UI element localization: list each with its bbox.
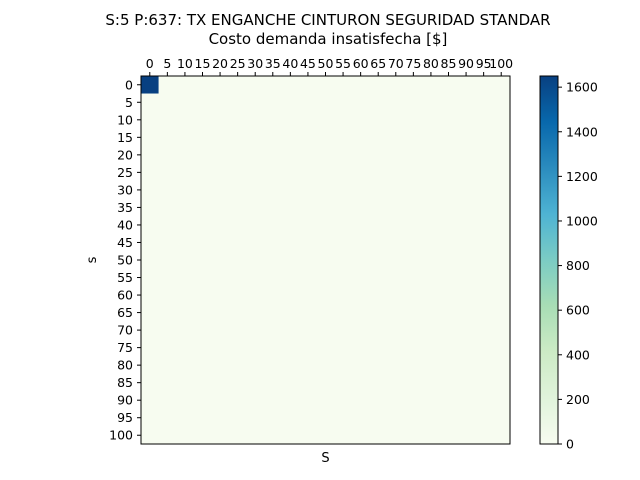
y-tick-label: 90 bbox=[117, 393, 133, 408]
x-tick-label: 65 bbox=[370, 56, 386, 71]
y-tick-label: 35 bbox=[117, 200, 133, 215]
x-tick-label: 70 bbox=[388, 56, 404, 71]
heatmap-cell bbox=[141, 76, 159, 94]
x-tick-label: 25 bbox=[230, 56, 246, 71]
y-tick-label: 45 bbox=[117, 235, 133, 250]
x-tick-label: 90 bbox=[458, 56, 474, 71]
heatmap-plot-area bbox=[140, 75, 511, 445]
x-tick-label: 85 bbox=[441, 56, 457, 71]
x-tick-label: 20 bbox=[212, 56, 228, 71]
x-tick-label: 15 bbox=[195, 56, 211, 71]
y-tick-label: 65 bbox=[117, 305, 133, 320]
y-tick-label: 70 bbox=[117, 323, 133, 338]
heatmap-background bbox=[141, 76, 510, 444]
y-tick-label: 15 bbox=[117, 130, 133, 145]
colorbar-tick-label: 600 bbox=[566, 303, 590, 318]
x-tick-label: 5 bbox=[163, 56, 171, 71]
x-tick-label: 60 bbox=[353, 56, 369, 71]
y-tick-label: 100 bbox=[109, 428, 133, 443]
x-tick-label: 35 bbox=[265, 56, 281, 71]
y-tick-label: 10 bbox=[117, 112, 133, 127]
colorbar-tick-label: 1400 bbox=[566, 124, 598, 139]
x-tick-label: 45 bbox=[300, 56, 316, 71]
colorbar-tick-label: 800 bbox=[566, 258, 590, 273]
x-tick-label: 75 bbox=[405, 56, 421, 71]
x-axis-ticks: 0 5 10 15 20 25 30 35 40 45 50 55 60 65 70 75 80 85 90 9510… bbox=[146, 56, 513, 76]
colorbar-tick-label: 1200 bbox=[566, 169, 598, 184]
colorbar-tick-label: 1000 bbox=[566, 213, 598, 228]
x-tick-label: 100 bbox=[489, 56, 513, 71]
y-tick-label: 85 bbox=[117, 375, 133, 390]
chart-title: S:5 P:637: TX ENGANCHE CINTURON SEGURIDA… bbox=[105, 11, 551, 29]
x-tick-label: 55 bbox=[335, 56, 351, 71]
chart-subtitle: Costo demanda insatisfecha [$] bbox=[208, 30, 448, 48]
x-tick-label: 10 bbox=[177, 56, 193, 71]
x-tick-label: 40 bbox=[282, 56, 298, 71]
x-tick-label: 50 bbox=[318, 56, 334, 71]
colorbar-tick-label: 1600 bbox=[566, 80, 598, 95]
colorbar-tick-label: 400 bbox=[566, 347, 590, 362]
y-axis-ticks: 0 5 10 15 20 25 30 35 40 45 50 55 60 65 70 75 80 85 90 95 10… bbox=[109, 77, 141, 443]
y-tick-label: 0 bbox=[125, 77, 133, 92]
y-tick-label: 5 bbox=[125, 95, 133, 110]
y-tick-label: 25 bbox=[117, 165, 133, 180]
y-tick-label: 55 bbox=[117, 270, 133, 285]
x-tick-label: 30 bbox=[247, 56, 263, 71]
colorbar: 0 200 400 600 800 1000 1200 1400 1600 bbox=[539, 75, 598, 452]
colorbar-gradient bbox=[539, 75, 559, 445]
x-tick-label: 80 bbox=[423, 56, 439, 71]
y-tick-label: 75 bbox=[117, 340, 133, 355]
x-tick-label: 0 bbox=[146, 56, 154, 71]
y-tick-label: 60 bbox=[117, 288, 133, 303]
y-tick-label: 80 bbox=[117, 358, 133, 373]
y-tick-label: 50 bbox=[117, 253, 133, 268]
y-tick-label: 30 bbox=[117, 182, 133, 197]
x-axis-label: S bbox=[321, 451, 329, 466]
y-tick-label: 40 bbox=[117, 217, 133, 232]
y-tick-label: 20 bbox=[117, 147, 133, 162]
colorbar-tick-label: 200 bbox=[566, 392, 590, 407]
y-tick-label: 95 bbox=[117, 410, 133, 425]
x-tick-label: 95 bbox=[476, 56, 492, 71]
colorbar-tick-label: 0 bbox=[566, 437, 574, 452]
y-axis-label: s bbox=[85, 256, 100, 263]
